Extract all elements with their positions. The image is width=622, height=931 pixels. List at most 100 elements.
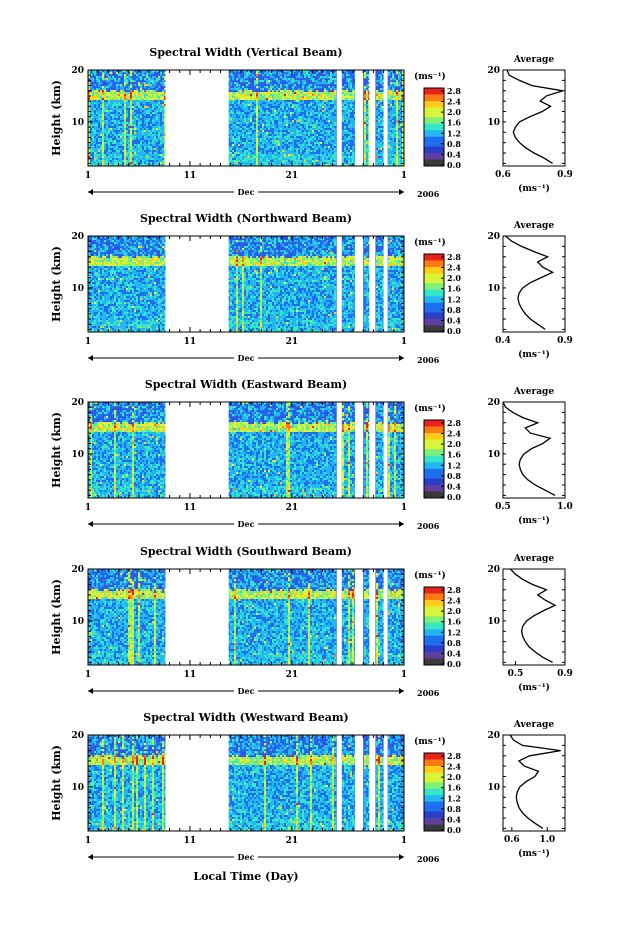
average-profile-line [509,568,557,663]
x-tick-label: 1 [401,171,407,181]
data-gap [336,569,342,665]
average-x-label: (ms⁻¹) [518,682,550,693]
spectral-width-heatmap [88,402,405,499]
y-axis-label: Height (km) [50,579,63,655]
y-axis-label: Height (km) [50,745,63,821]
plot-frame [87,401,405,499]
data-gap [369,70,376,166]
average-y-tick-label: 10 [487,284,500,294]
colorbar-tick-label: 1.6 [447,617,461,627]
average-title: Average [513,720,554,730]
y-tick-label: 10 [71,118,84,128]
month-label: Dec [238,187,255,197]
data-gap [165,236,229,332]
data-gap [336,402,342,498]
colorbar-tick-label: 1.6 [447,284,461,294]
data-gap [369,735,376,831]
average-x-tick-label: 0.5 [495,502,511,512]
data-gap [336,735,342,831]
average-y-tick-label: 10 [487,450,500,460]
average-y-tick-label: 20 [487,66,500,76]
colorbar-tick-label: 0.4 [447,481,461,491]
x-tick-label: 21 [286,337,299,347]
x-tick-label: 11 [184,503,197,513]
average-y-tick-label: 10 [487,118,500,128]
average-title: Average [513,55,554,65]
x-tick-label: 1 [85,836,91,846]
panel-title: Spectral Width (Vertical Beam) [149,46,342,59]
colorbar-tick-label: 2.4 [447,762,461,772]
data-gap [383,236,388,332]
y-axis-label: Height (km) [50,246,63,322]
plot-frame [87,235,405,333]
colorbar-tick-label: 1.6 [447,118,461,128]
colorbar-tick-label: 2.0 [447,273,461,283]
x-tick-label: 21 [286,503,299,513]
average-y-tick-label: 20 [487,565,500,575]
average-profile-line [506,69,564,164]
colorbar: (ms⁻¹) 0.00.40.81.21.62.02.42.8 [414,71,461,170]
colorbar-tick-label: 0.0 [447,659,461,669]
month-label: Dec [238,519,255,529]
y-tick-label: 20 [71,731,84,741]
average-profile-line [505,235,555,330]
colorbar: (ms⁻¹) 0.00.40.81.21.62.02.42.8 [414,570,461,669]
colorbar-tick-label: 0.0 [447,492,461,502]
colorbar: (ms⁻¹) 0.00.40.81.21.62.02.42.8 [414,736,461,835]
average-x-tick-label: 0.6 [495,170,511,180]
colorbar-tick-label: 1.6 [447,783,461,793]
colorbar-tick-label: 2.4 [447,429,461,439]
colorbar-tick-label: 0.4 [447,648,461,658]
year-label: 2006 [417,854,440,864]
x-tick-label: 1 [401,670,407,680]
y-tick-label: 10 [71,450,84,460]
colorbar-tick-label: 0.0 [447,825,461,835]
month-label: Dec [238,353,255,363]
colorbar-tick-label: 1.2 [447,294,461,304]
beam-panel-0: Spectral Width (Vertical Beam) Height (km… [50,46,573,199]
average-x-tick-label: 0.9 [557,336,573,346]
average-y-tick-label: 10 [487,783,500,793]
panel-title: Spectral Width (Westward Beam) [143,711,348,724]
x-tick-label: 1 [85,171,91,181]
colorbar-tick-label: 0.8 [447,638,461,648]
month-label: Dec [238,852,255,862]
colorbar-tick-label: 2.8 [447,86,461,96]
average-x-tick-label: 0.5 [508,669,524,679]
average-y-tick-label: 10 [487,617,500,627]
y-axis-label: Height (km) [50,412,63,488]
colorbar-unit: (ms⁻¹) [414,71,446,82]
colorbar-tick-label: 2.4 [447,263,461,273]
month-label: Dec [238,686,255,696]
average-x-label: (ms⁻¹) [518,515,550,526]
year-label: 2006 [417,355,440,365]
spectral-width-heatmap [88,569,405,666]
colorbar-unit: (ms⁻¹) [414,570,446,581]
average-x-tick-label: 0.9 [557,669,573,679]
spectral-width-heatmap [88,70,405,167]
x-tick-label: 1 [401,836,407,846]
data-gap [369,569,376,665]
data-gap [355,402,364,498]
colorbar-tick-label: 1.6 [447,450,461,460]
average-profile: Average 10 20 0.5 1.0 (ms⁻¹) [487,387,572,526]
colorbar: (ms⁻¹) 0.00.40.81.21.62.02.42.8 [414,237,461,336]
data-gap [369,236,376,332]
average-y-tick-label: 20 [487,398,500,408]
data-gap [369,402,376,498]
beam-panel-2: Spectral Width (Eastward Beam) Height (km… [50,378,573,531]
x-tick-label: 1 [401,337,407,347]
x-axis-title: Local Time (Day) [193,870,298,883]
average-x-tick-label: 1.0 [539,835,555,845]
colorbar-tick-label: 0.0 [447,326,461,336]
year-label: 2006 [417,189,440,199]
colorbar-tick-label: 2.4 [447,596,461,606]
panel-title: Spectral Width (Northward Beam) [140,212,352,225]
beam-panel-4: Spectral Width (Westward Beam) Height (km… [50,711,566,864]
data-gap [336,70,342,166]
year-label: 2006 [417,521,440,531]
colorbar-unit: (ms⁻¹) [414,736,446,747]
colorbar-unit: (ms⁻¹) [414,237,446,248]
colorbar-tick-label: 2.8 [447,252,461,262]
colorbar-tick-label: 2.8 [447,751,461,761]
